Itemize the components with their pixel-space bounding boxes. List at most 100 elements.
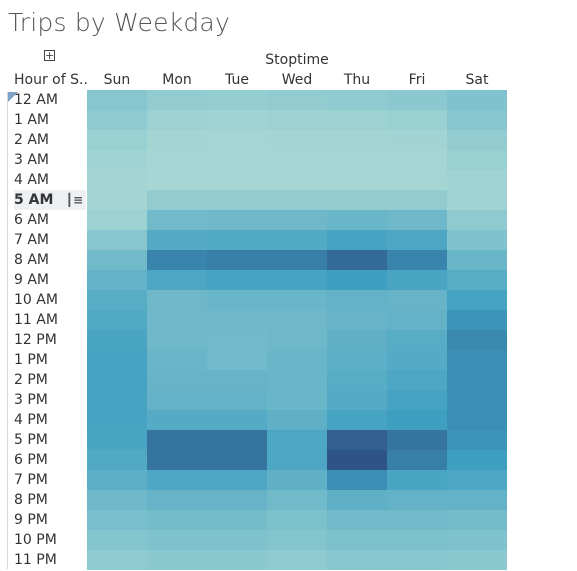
heatmap-cell-fri-3-am[interactable] [387, 150, 447, 170]
heatmap-cell-mon-12-am[interactable] [147, 90, 207, 110]
heatmap-cell-fri-10-pm[interactable] [387, 530, 447, 550]
heatmap-cell-thu-6-pm[interactable] [327, 450, 387, 470]
row-label-4-am[interactable]: 4 AM [14, 172, 50, 188]
heatmap-cell-tue-9-pm[interactable] [207, 510, 267, 530]
heatmap-cell-mon-3-am[interactable] [147, 150, 207, 170]
heatmap-cell-mon-10-am[interactable] [147, 290, 207, 310]
heatmap-cell-mon-7-pm[interactable] [147, 470, 207, 490]
heatmap-cell-sun-11-pm[interactable] [87, 550, 147, 570]
heatmap-cell-fri-7-am[interactable] [387, 230, 447, 250]
row-label-3-pm[interactable]: 3 PM [14, 392, 48, 408]
heatmap-cell-tue-12-am[interactable] [207, 90, 267, 110]
heatmap-cell-sat-1-pm[interactable] [447, 350, 507, 370]
heatmap-cell-fri-7-pm[interactable] [387, 470, 447, 490]
heatmap-cell-thu-7-pm[interactable] [327, 470, 387, 490]
heatmap-cell-thu-3-pm[interactable] [327, 390, 387, 410]
heatmap-cell-tue-1-pm[interactable] [207, 350, 267, 370]
heatmap-cell-thu-5-am[interactable] [327, 190, 387, 210]
heatmap-cell-sat-5-am[interactable] [447, 190, 507, 210]
row-label-8-pm[interactable]: 8 PM [14, 492, 48, 508]
heatmap-cell-sat-12-am[interactable] [447, 90, 507, 110]
heatmap-cell-sat-6-am[interactable] [447, 210, 507, 230]
column-label-mon[interactable]: Mon [162, 72, 192, 88]
heatmap-cell-fri-3-pm[interactable] [387, 390, 447, 410]
heatmap-cell-sun-8-pm[interactable] [87, 490, 147, 510]
heatmap-cell-tue-6-pm[interactable] [207, 450, 267, 470]
heatmap-cell-sun-12-am[interactable] [87, 90, 147, 110]
heatmap-cell-sun-4-pm[interactable] [87, 410, 147, 430]
heatmap-cell-sat-12-pm[interactable] [447, 330, 507, 350]
heatmap-cell-tue-8-am[interactable] [207, 250, 267, 270]
heatmap-cell-thu-2-pm[interactable] [327, 370, 387, 390]
heatmap-cell-wed-3-am[interactable] [267, 150, 327, 170]
row-header-label[interactable]: Hour of S.. [14, 72, 88, 88]
column-label-sat[interactable]: Sat [465, 72, 489, 88]
heatmap-cell-tue-5-pm[interactable] [207, 430, 267, 450]
heatmap-cell-thu-12-pm[interactable] [327, 330, 387, 350]
row-label-1-am[interactable]: 1 AM [14, 112, 50, 128]
heatmap-cell-sat-10-pm[interactable] [447, 530, 507, 550]
heatmap-cell-mon-1-pm[interactable] [147, 350, 207, 370]
heatmap-cell-mon-11-pm[interactable] [147, 550, 207, 570]
heatmap-cell-wed-6-am[interactable] [267, 210, 327, 230]
row-label-2-pm[interactable]: 2 PM [14, 372, 48, 388]
heatmap-cell-sun-12-pm[interactable] [87, 330, 147, 350]
heatmap-cell-thu-10-pm[interactable] [327, 530, 387, 550]
heatmap-cell-tue-2-am[interactable] [207, 130, 267, 150]
heatmap-cell-wed-8-am[interactable] [267, 250, 327, 270]
heatmap-cell-mon-4-pm[interactable] [147, 410, 207, 430]
heatmap-cell-mon-7-am[interactable] [147, 230, 207, 250]
heatmap-cell-tue-10-pm[interactable] [207, 530, 267, 550]
heatmap-cell-tue-11-pm[interactable] [207, 550, 267, 570]
row-label-10-am[interactable]: 10 AM [14, 292, 58, 308]
heatmap-cell-mon-5-am[interactable] [147, 190, 207, 210]
heatmap-cell-wed-1-am[interactable] [267, 110, 327, 130]
row-label-11-pm[interactable]: 11 PM [14, 552, 57, 568]
heatmap-cell-mon-8-pm[interactable] [147, 490, 207, 510]
heatmap-cell-mon-6-am[interactable] [147, 210, 207, 230]
heatmap-cell-sat-2-pm[interactable] [447, 370, 507, 390]
heatmap-cell-sat-10-am[interactable] [447, 290, 507, 310]
heatmap-cell-fri-10-am[interactable] [387, 290, 447, 310]
heatmap-cell-tue-11-am[interactable] [207, 310, 267, 330]
heatmap-cell-fri-4-am[interactable] [387, 170, 447, 190]
heatmap-cell-wed-2-pm[interactable] [267, 370, 327, 390]
heatmap-cell-sun-8-am[interactable] [87, 250, 147, 270]
heatmap-cell-sun-4-am[interactable] [87, 170, 147, 190]
heatmap-cell-thu-1-pm[interactable] [327, 350, 387, 370]
column-label-wed[interactable]: Wed [281, 72, 313, 88]
row-label-9-pm[interactable]: 9 PM [14, 512, 48, 528]
heatmap-cell-mon-4-am[interactable] [147, 170, 207, 190]
heatmap-cell-fri-8-am[interactable] [387, 250, 447, 270]
row-label-4-pm[interactable]: 4 PM [14, 412, 48, 428]
heatmap-cell-mon-5-pm[interactable] [147, 430, 207, 450]
heatmap-cell-sat-8-am[interactable] [447, 250, 507, 270]
heatmap-cell-fri-11-am[interactable] [387, 310, 447, 330]
heatmap-cell-wed-4-pm[interactable] [267, 410, 327, 430]
heatmap-cell-wed-2-am[interactable] [267, 130, 327, 150]
heatmap-cell-thu-3-am[interactable] [327, 150, 387, 170]
heatmap-cell-fri-1-am[interactable] [387, 110, 447, 130]
heatmap-cell-thu-11-am[interactable] [327, 310, 387, 330]
heatmap-cell-mon-9-pm[interactable] [147, 510, 207, 530]
heatmap-cell-wed-8-pm[interactable] [267, 490, 327, 510]
heatmap-cell-wed-10-pm[interactable] [267, 530, 327, 550]
heatmap-cell-thu-1-am[interactable] [327, 110, 387, 130]
heatmap-cell-thu-9-am[interactable] [327, 270, 387, 290]
heatmap-cell-thu-11-pm[interactable] [327, 550, 387, 570]
heatmap-cell-sat-3-pm[interactable] [447, 390, 507, 410]
heatmap-cell-fri-2-am[interactable] [387, 130, 447, 150]
heatmap-cell-tue-10-am[interactable] [207, 290, 267, 310]
heatmap-cell-wed-3-pm[interactable] [267, 390, 327, 410]
heatmap-cell-thu-6-am[interactable] [327, 210, 387, 230]
heatmap-cell-sun-10-am[interactable] [87, 290, 147, 310]
heatmap-cell-sat-2-am[interactable] [447, 130, 507, 150]
heatmap-cell-thu-4-pm[interactable] [327, 410, 387, 430]
heatmap-cell-tue-4-pm[interactable] [207, 410, 267, 430]
row-label-9-am[interactable]: 9 AM [14, 272, 50, 288]
heatmap-cell-wed-9-pm[interactable] [267, 510, 327, 530]
heatmap-cell-fri-4-pm[interactable] [387, 410, 447, 430]
heatmap-cell-tue-5-am[interactable] [207, 190, 267, 210]
heatmap-cell-sat-3-am[interactable] [447, 150, 507, 170]
row-label-6-pm[interactable]: 6 PM [14, 452, 48, 468]
